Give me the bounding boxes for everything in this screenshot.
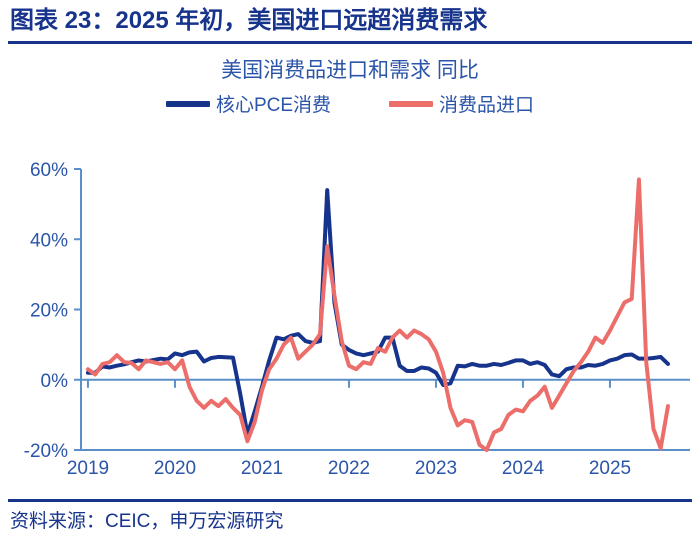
source-note: 资料来源：CEIC，申万宏源研究 [10,511,284,532]
footer-divider [8,499,692,502]
y-axis-tick-label: 20% [30,301,68,322]
legend-item-imports: 消费品进口 [389,90,534,117]
y-axis-tick-label: 40% [30,230,68,251]
x-axis-tick-label: 2019 [67,458,109,479]
y-axis-tick-label: 0% [41,371,69,392]
header-divider [8,41,692,44]
series-layer [85,177,670,452]
chart-title: 美国消费品进口和需求 同比 [221,59,479,82]
axis-layer [74,168,690,451]
chart-plot: 60% 40% 20% 0% -20% 2019 2020 2021 2022 2023 2024… [24,160,690,479]
chart-container: 美国消费品进口和需求 同比 核心PCE消费 消费品进口 60% 40% 20% 0% -… [0,46,700,496]
page-header: 图表 23：2025 年初，美国进口远超消费需求 [0,0,700,44]
x-axis-tick-label: 2021 [241,458,283,479]
x-axis-tick-labels: 2019 2020 2021 2022 2023 2024 2025 [67,458,631,479]
series-line-imports [85,177,670,452]
legend-item-pce: 核心PCE消费 [165,90,332,117]
legend-swatch-icon-pce [165,100,210,107]
y-axis-tick-label: 60% [30,160,68,181]
x-axis-tick-label: 2020 [154,458,196,479]
page-title: 图表 23：2025 年初，美国进口远超消费需求 [10,7,488,34]
legend-label-pce: 核心PCE消费 [215,95,332,116]
x-axis-tick-label: 2023 [415,458,457,479]
chart-legend: 核心PCE消费 消费品进口 [0,90,700,117]
x-axis-tick-label: 2025 [589,458,631,479]
legend-swatch-icon-imports [389,100,434,107]
y-axis-tick-label: -20% [24,441,68,462]
legend-label-imports: 消费品进口 [439,95,535,116]
series-line-pce [85,188,670,437]
y-axis-tick-labels: 60% 40% 20% 0% -20% [24,160,68,462]
x-axis-tick-label: 2024 [502,458,545,479]
page-footer: 资料来源：CEIC，申万宏源研究 [10,508,690,540]
x-axis-tick-label: 2022 [328,458,370,479]
